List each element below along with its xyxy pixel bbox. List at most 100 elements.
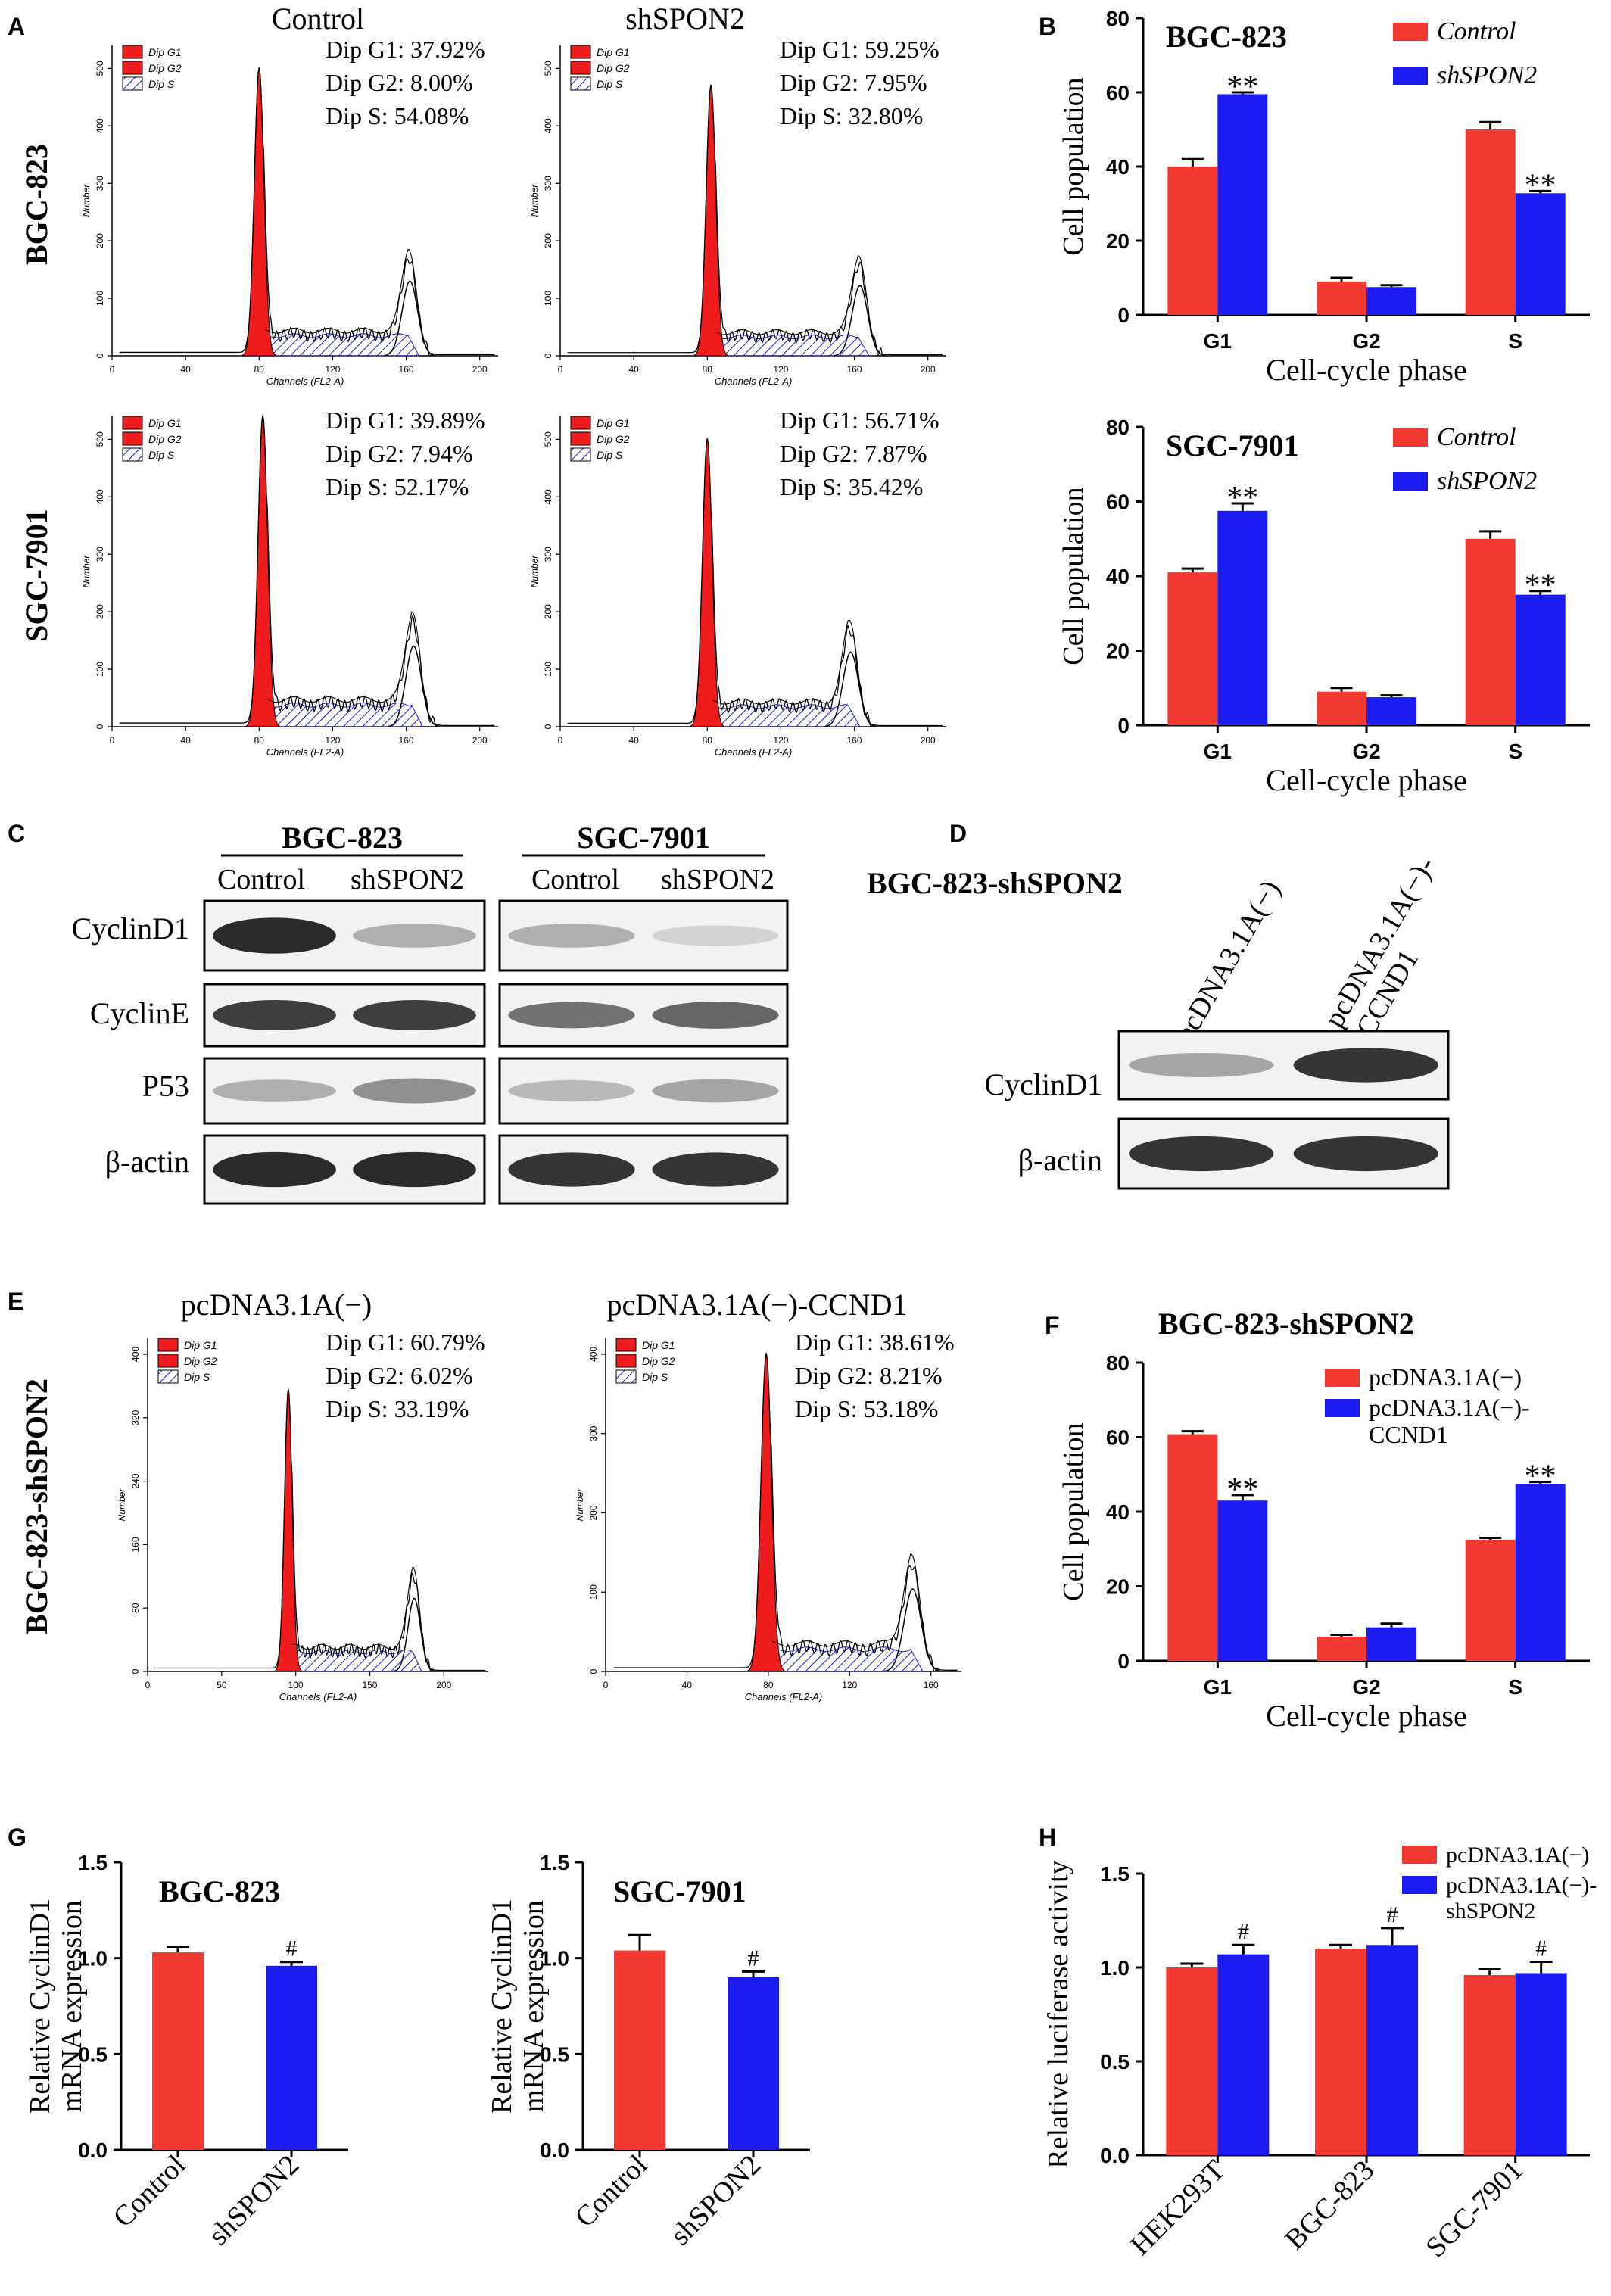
blot-band	[213, 1151, 336, 1188]
blot-band	[213, 917, 336, 954]
hist-legend-label: Dip S	[642, 1371, 668, 1383]
hist-stat-line: Dip G1: 59.25%	[780, 36, 939, 63]
hist-y-tick-label: 200	[543, 233, 553, 248]
histogram-e-1: 0 50 100 150 200 0 80 160 240 320 400 Channels (FL2…	[117, 1329, 488, 1703]
blot-band	[353, 1078, 476, 1104]
hist-legend-swatch	[157, 1338, 179, 1352]
hist-legend-swatch	[157, 1369, 179, 1384]
chart-y-tick-label: 0.0	[1100, 2144, 1130, 2167]
chart-y-label: Cell population	[1058, 487, 1089, 665]
panel-a-col-label-control: Control	[272, 2, 364, 36]
chart-x-tick-label: BGC-823	[1279, 2154, 1380, 2256]
chart-y-tick-label: 1.0	[540, 1947, 569, 1970]
chart-legend-label: pcDNA3.1A(−)-	[1446, 1873, 1597, 1898]
histogram-a-control-sgc7901: 0 40 80 120 160 200 0 100 200 300 400 500 Channels (…	[81, 407, 498, 758]
hist-data-trace	[153, 1388, 486, 1672]
chart-significance-mark: #	[748, 1946, 759, 1970]
hist-x-tick-label: 40	[628, 735, 639, 746]
hist-x-tick-label: 160	[399, 364, 414, 375]
chart-x-tick-label: shSPON2	[203, 2149, 306, 2252]
chart-y-tick-label: 0.5	[1100, 2050, 1130, 2073]
hist-x-tick-label: 0	[603, 1680, 609, 1690]
chart-significance-mark: **	[1525, 569, 1556, 603]
hist-legend-swatch	[570, 447, 591, 462]
chart-title: SGC-7901	[1166, 428, 1299, 463]
hist-y-tick-label: 300	[95, 547, 105, 562]
panel-c-protein-beta-actin: β-actin	[105, 1145, 189, 1179]
chart-bar	[1217, 510, 1268, 725]
hist-y-tick-label: 300	[543, 176, 553, 191]
chart-x-label: Cell-cycle phase	[1266, 353, 1466, 387]
western-blot-c	[203, 899, 789, 1205]
chart-bar	[152, 1952, 204, 2150]
chart-bar	[266, 1965, 317, 2150]
panel-e-col-label-2: pcDNA3.1A(−)-CCND1	[607, 1288, 908, 1322]
hist-y-tick-label: 400	[95, 118, 105, 133]
hist-fit-trace	[292, 1566, 435, 1672]
hist-x-tick-label: 120	[842, 1680, 857, 1690]
chart-significance-mark: **	[1525, 168, 1556, 203]
chart-bar	[1167, 1434, 1218, 1661]
hist-legend-swatch	[570, 45, 591, 59]
histogram-a-shspon2-sgc7901: 0 40 80 120 160 200 0 100 200 300 400 500 Channels (…	[529, 407, 946, 758]
blot-band	[213, 1079, 336, 1102]
hist-y-tick-label: 100	[95, 662, 105, 677]
hist-y-tick-label: 0	[95, 353, 105, 358]
chart-y-tick-label: 1.5	[1100, 1862, 1130, 1886]
hist-x-tick-label: 120	[773, 364, 788, 375]
hist-legend-swatch	[122, 447, 143, 462]
chart-bar	[1465, 129, 1516, 315]
chart-x-tick-label: G2	[1352, 329, 1380, 353]
chart-y-label: Relative luciferase activity	[1042, 1860, 1074, 2168]
chart-y-tick-label: 0	[1117, 1650, 1130, 1673]
blot-band	[213, 999, 336, 1031]
blot-band	[508, 924, 635, 948]
panel-letter-b: B	[1039, 13, 1056, 40]
hist-x-tick-label: 0	[558, 735, 563, 746]
chart-legend-swatch	[1393, 67, 1428, 85]
hist-y-tick-label: 240	[130, 1473, 141, 1488]
hist-y-label: Number	[81, 184, 92, 217]
bar-chart-b-bgc823: 0 20 40 60 80 ** G1 G2 ** S Cell-cycle phase Cell p…	[1058, 7, 1590, 387]
hist-y-tick-label: 300	[95, 176, 105, 191]
chart-bar	[1317, 281, 1366, 315]
hist-y-tick-label: 200	[95, 604, 105, 619]
hist-legend-swatch	[615, 1369, 637, 1384]
hist-y-tick-label: 0	[95, 724, 105, 729]
hist-y-tick-label: 100	[543, 662, 553, 677]
hist-x-label: Channels (FL2-A)	[266, 375, 344, 387]
chart-bar	[1463, 1974, 1516, 2155]
hist-y-tick-label: 200	[95, 233, 105, 248]
bar-chart-f: 0 20 40 60 80 ** G1 G2 ** S Cell-cycle phase Cell p…	[1058, 1307, 1590, 1733]
hist-stat-line: Dip G1: 60.79%	[326, 1329, 485, 1356]
blot-band	[353, 924, 476, 948]
chart-bar	[728, 1977, 779, 2150]
blot-band	[652, 925, 779, 946]
hist-legend-label: Dip G1	[148, 417, 182, 429]
hist-x-tick-label: 200	[921, 735, 936, 746]
hist-legend-label: Dip G1	[597, 417, 630, 429]
chart-y-tick-label: 40	[1106, 1500, 1130, 1524]
hist-x-tick-label: 160	[399, 735, 414, 746]
hist-data-trace	[567, 84, 943, 357]
panel-a-row-label-bgc823: BGC-823	[20, 144, 54, 265]
chart-y-tick-label: 1.5	[540, 1851, 569, 1874]
hist-x-tick-label: 40	[180, 735, 191, 746]
hist-stat-line: Dip G2: 8.21%	[795, 1362, 943, 1389]
blot-band	[652, 1152, 779, 1187]
chart-legend-swatch	[1393, 428, 1428, 447]
hist-legend-swatch	[122, 45, 143, 59]
chart-y-tick-label: 60	[1106, 1426, 1130, 1450]
hist-legend-swatch	[570, 431, 591, 446]
chart-legend-label: Control	[1437, 423, 1516, 451]
chart-legend-label-cont: shSPON2	[1446, 1899, 1535, 1924]
hist-x-tick-label: 0	[110, 364, 115, 375]
chart-bar	[1515, 193, 1566, 315]
chart-significance-mark: **	[1525, 1460, 1556, 1494]
chart-bar	[1217, 94, 1268, 315]
hist-stat-line: Dip G1: 39.89%	[326, 407, 485, 434]
hist-y-tick-label: 500	[543, 431, 553, 447]
chart-y-label: Relative CyclinD1mRNA expression	[24, 1899, 88, 2114]
hist-legend-swatch	[157, 1354, 179, 1368]
